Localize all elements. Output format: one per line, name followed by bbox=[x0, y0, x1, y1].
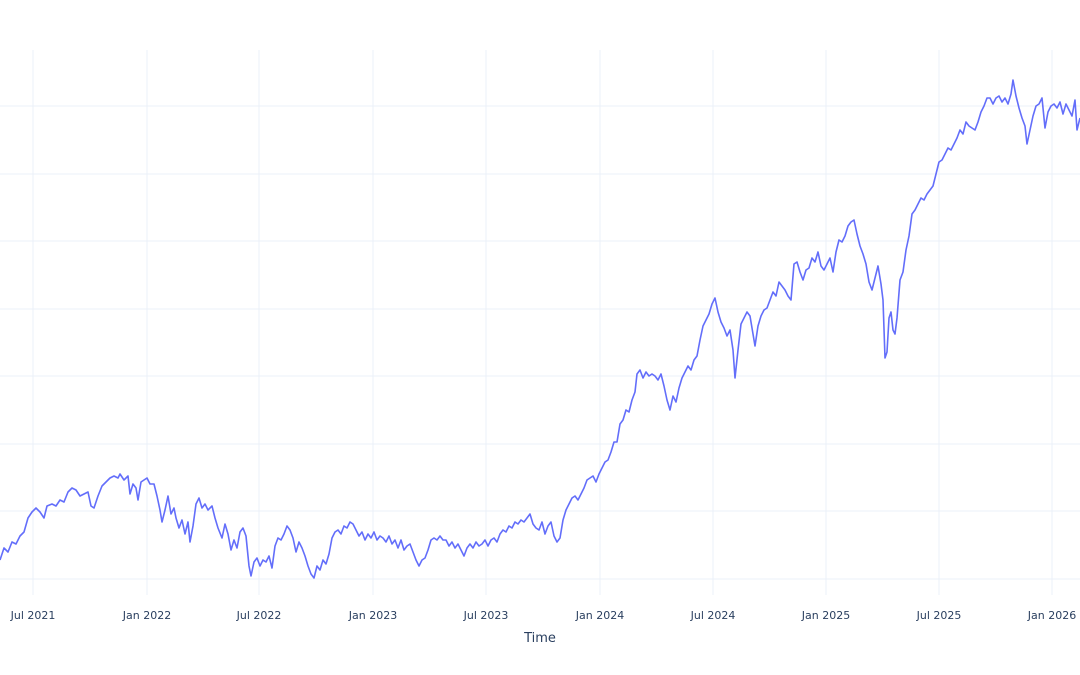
x-tick-label: Jul 2021 bbox=[10, 609, 56, 622]
x-tick-label: Jan 2022 bbox=[122, 609, 171, 622]
horizontal-gridlines bbox=[0, 105, 1080, 580]
x-tick-label: Jul 2024 bbox=[690, 609, 736, 622]
x-tick-label: Jan 2023 bbox=[348, 609, 397, 622]
x-tick-label: Jan 2025 bbox=[801, 609, 850, 622]
x-tick-label: Jan 2024 bbox=[575, 609, 624, 622]
vertical-gridlines bbox=[32, 50, 1053, 595]
x-tick-label: Jul 2025 bbox=[916, 609, 962, 622]
x-tick-label: Jul 2023 bbox=[463, 609, 509, 622]
price-series-line[interactable] bbox=[0, 79, 1080, 579]
x-axis-title: Time bbox=[523, 631, 556, 646]
x-tick-label: Jan 2026 bbox=[1027, 609, 1076, 622]
x-tick-label: Jul 2022 bbox=[236, 609, 282, 622]
x-axis-tick-labels: Jul 2021 Jan 2022 Jul 2022 Jan 2023 Jul 2023… bbox=[10, 609, 1077, 622]
